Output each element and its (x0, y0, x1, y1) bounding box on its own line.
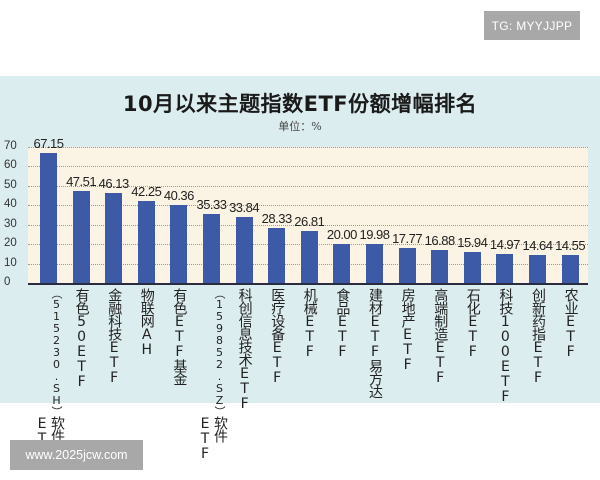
y-tick-label: 10 (4, 256, 17, 269)
bar (529, 254, 546, 283)
bar-value-label: 46.13 (98, 176, 130, 192)
bar (72, 190, 90, 283)
bar-value-label: 35.33 (196, 197, 227, 213)
bar (333, 244, 351, 283)
x-tick-label: 物联网AH (138, 288, 155, 357)
bar-value-label: 42.25 (131, 183, 162, 199)
x-tick-label: 农业ETF (562, 288, 579, 359)
bar (170, 204, 188, 283)
x-tick-label: 创新药指ETF (530, 288, 546, 385)
x-tick-label: 食品ETF (334, 288, 351, 359)
bar-value-label: 33.84 (229, 200, 260, 216)
chart-title: 10月以来主题指数ETF份额增幅排名 (122, 92, 478, 116)
watermark-bottom: www.2025jcw.com (10, 440, 143, 470)
bar (268, 227, 286, 283)
x-tick-label: 石化ETF (464, 288, 481, 359)
bar-value-label: 16.88 (424, 233, 456, 249)
x-tick-label: 软件ETF （159852.SZ） (197, 288, 228, 461)
bar (431, 250, 449, 283)
bar-value-label: 28.33 (261, 210, 293, 226)
bar (300, 230, 318, 283)
y-tick-label: 0 (4, 276, 11, 288)
bar-value-label: 67.15 (33, 135, 64, 151)
bar-value-label: 15.94 (457, 235, 488, 251)
bar (40, 152, 57, 283)
gridline (28, 205, 588, 207)
x-tick-label: 高端制造ETF (432, 288, 449, 385)
x-tick-label: 科技100ETF (497, 288, 514, 404)
gridline (28, 147, 588, 148)
y-tick-label: 40 (4, 198, 17, 211)
bar-value-label: 20.00 (326, 227, 358, 243)
chart-subtitle: 单位：% (278, 120, 322, 133)
y-tick-label: 30 (4, 217, 17, 230)
bar (235, 217, 253, 283)
bar (561, 254, 579, 283)
bar (137, 200, 155, 283)
bar (105, 193, 123, 283)
bar-value-label: 14.97 (489, 236, 521, 252)
x-tick-label: 有色ETF基金 (171, 288, 188, 385)
bar (496, 253, 514, 283)
x-tick-label: 有色50ETF (73, 288, 90, 389)
bar-value-label: 19.98 (359, 227, 390, 243)
x-tick-label: 科创信息技术ETF (236, 288, 253, 411)
gridline (28, 166, 588, 168)
x-tick-label: 房地产ETF (399, 288, 416, 372)
gridline (28, 224, 588, 226)
y-tick-label: 20 (4, 237, 17, 250)
x-tick-label: 机械ETF (301, 288, 318, 359)
bar (398, 248, 416, 283)
bar (463, 252, 481, 283)
x-tick-label: 金融科技ETF (106, 288, 123, 385)
gridline (28, 185, 588, 187)
y-tick-label: 60 (4, 159, 17, 172)
y-tick-label: 70 (4, 140, 17, 152)
x-axis-line (28, 283, 588, 285)
bar-value-label: 26.81 (294, 213, 325, 229)
bar-value-label: 40.36 (163, 187, 195, 203)
bar-value-label: 14.55 (555, 237, 586, 253)
bar (203, 214, 220, 283)
watermark-top: TG: MYYJJPP (484, 11, 580, 40)
bar-value-label: 47.51 (66, 173, 97, 189)
y-tick-label: 50 (4, 178, 17, 191)
bar-value-label: 17.77 (392, 231, 423, 247)
bar (366, 244, 383, 283)
x-tick-label: 医疗设备ETF (269, 288, 286, 385)
x-tick-label: 建材ETF易方达 (367, 288, 383, 398)
bar-value-label: 14.64 (522, 237, 553, 253)
